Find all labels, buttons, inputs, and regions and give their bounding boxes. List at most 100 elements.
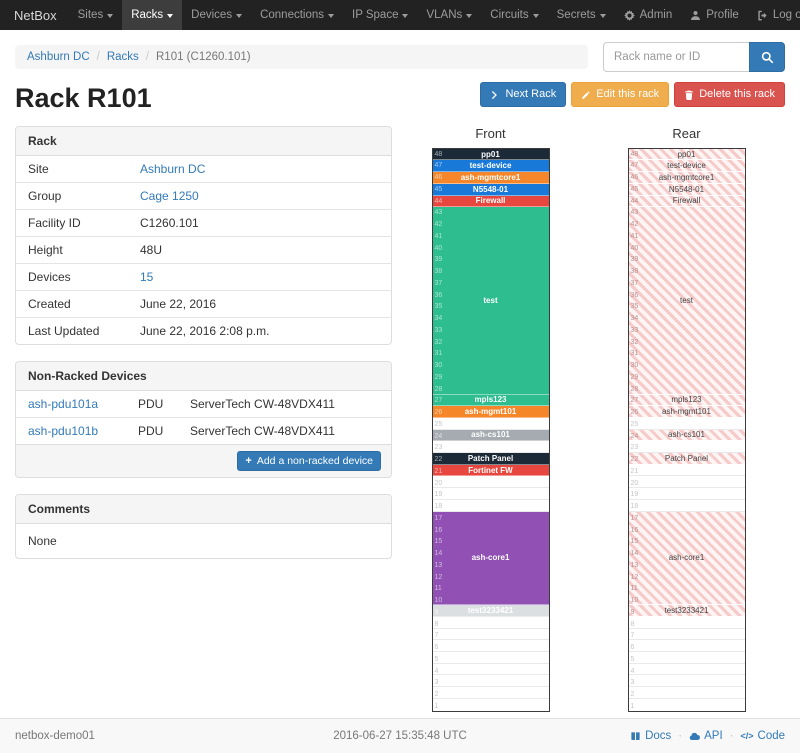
next-rack-button[interactable]: Next Rack bbox=[480, 82, 567, 108]
non-racked-device-row: ash-pdu101a PDU ServerTech CW-48VDX411 bbox=[16, 391, 391, 418]
field-value-link[interactable]: 15 bbox=[140, 269, 154, 284]
chevron-down-icon bbox=[236, 13, 243, 18]
rack-device-test[interactable]: test bbox=[432, 207, 549, 395]
nav-item-ip-space[interactable]: IP Space bbox=[343, 0, 417, 30]
rack-slot-empty-u19 bbox=[628, 488, 745, 500]
footer-link-api[interactable]: API bbox=[689, 730, 723, 742]
nav-item-secrets[interactable]: Secrets bbox=[548, 0, 615, 30]
field-value: Cage 1250 bbox=[128, 181, 391, 210]
rack-device-pp01[interactable]: pp01 bbox=[432, 148, 549, 161]
nav-item-connections[interactable]: Connections bbox=[251, 0, 343, 30]
comments-body: None bbox=[28, 534, 57, 549]
breadcrumb-link-ashburn-dc[interactable]: Ashburn DC bbox=[27, 51, 90, 63]
footer-link-docs[interactable]: Docs bbox=[630, 730, 671, 742]
footer-link-label: Docs bbox=[645, 730, 672, 742]
nav-item-label: Connections bbox=[260, 9, 325, 21]
breadcrumb-link-racks[interactable]: Racks bbox=[106, 51, 139, 63]
field-label: Created bbox=[16, 289, 128, 318]
delete-this-rack-button[interactable]: Delete this rack bbox=[674, 82, 785, 108]
footer-separator: · bbox=[729, 730, 734, 742]
rack-slot-empty-u5 bbox=[432, 652, 549, 664]
log-out-menu-item[interactable]: Log out bbox=[748, 0, 800, 30]
non-racked-devices-panel: Non-Racked Devices ash-pdu101a PDU ServerT… bbox=[15, 360, 392, 479]
rack-device-mpls123[interactable]: mpls123 bbox=[628, 394, 745, 407]
nav-item-devices[interactable]: Devices bbox=[182, 0, 251, 30]
magnifier-icon bbox=[761, 51, 774, 64]
rack-panel-title: Rack bbox=[16, 126, 391, 156]
rack-device-pp01[interactable]: pp01 bbox=[628, 148, 745, 161]
rack-info-row-devices: Devices 15 bbox=[16, 262, 391, 291]
rack-device-ash-cs101[interactable]: ash-cs101 bbox=[432, 429, 549, 442]
rack-device-test3233421[interactable]: test3233421 bbox=[628, 605, 745, 617]
rack-slot-empty-u3 bbox=[628, 675, 745, 688]
rack-device-ash-mgmtcore1[interactable]: ash-mgmtcore1 bbox=[432, 172, 549, 184]
search-button[interactable] bbox=[749, 42, 785, 72]
edit-this-rack-button[interactable]: Edit this rack bbox=[571, 82, 670, 108]
rack-slot-empty-u19 bbox=[432, 488, 549, 500]
rack-device-firewall[interactable]: Firewall bbox=[628, 195, 745, 208]
rack-units: pp01 test-device ash-mgmtcore1 N5548-01 Fire… bbox=[432, 148, 549, 711]
non-racked-panel-footer: + Add a non-racked device bbox=[16, 443, 391, 478]
nav-item-label: Log out bbox=[772, 9, 800, 21]
rack-slot-empty-u4 bbox=[628, 663, 745, 676]
rack-info-row-facility-id: Facility ID C1260.101 bbox=[16, 208, 391, 237]
device-type: ServerTech CW-48VDX411 bbox=[178, 416, 391, 444]
rack-device-firewall[interactable]: Firewall bbox=[432, 195, 549, 208]
field-value: C1260.101 bbox=[128, 208, 391, 237]
rack-device-n5548-01[interactable]: N5548-01 bbox=[432, 183, 549, 196]
device-link-ash-pdu101b[interactable]: ash-pdu101b bbox=[28, 423, 99, 438]
rack-device-n5548-01[interactable]: N5548-01 bbox=[628, 183, 745, 196]
rack-device-ash-mgmt101[interactable]: ash-mgmt101 bbox=[628, 406, 745, 418]
rack-search-input[interactable] bbox=[603, 42, 749, 72]
nav-item-vlans[interactable]: VLANs bbox=[417, 0, 481, 30]
rack-slot-empty-u6 bbox=[628, 640, 745, 653]
rack-device-fortinet-fw[interactable]: Fortinet FW bbox=[432, 464, 549, 477]
rack-device-test-device[interactable]: test-device bbox=[432, 160, 549, 173]
rack-slot-empty-u20 bbox=[432, 476, 549, 489]
gear-icon bbox=[623, 9, 635, 21]
chevron-down-icon bbox=[167, 13, 174, 18]
nav-item-circuits[interactable]: Circuits bbox=[481, 0, 547, 30]
footer-link-code[interactable]: </> Code bbox=[741, 730, 786, 742]
chevron-down-icon bbox=[107, 13, 114, 18]
field-value-link[interactable]: Cage 1250 bbox=[140, 188, 199, 203]
rack-device-ash-mgmtcore1[interactable]: ash-mgmtcore1 bbox=[628, 172, 745, 184]
rack-device-ash-cs101[interactable]: ash-cs101 bbox=[628, 429, 745, 442]
rack-device-test3233421[interactable]: test3233421 bbox=[432, 605, 549, 617]
breadcrumb-current: R101 (C1260.101) bbox=[156, 51, 251, 63]
field-value-link[interactable]: Ashburn DC bbox=[140, 161, 206, 176]
rack-device-test-device[interactable]: test-device bbox=[628, 160, 745, 173]
chevron-down-icon bbox=[532, 13, 539, 18]
rack-device-ash-mgmt101[interactable]: ash-mgmt101 bbox=[432, 406, 549, 418]
rack-slot-empty-u7 bbox=[628, 628, 745, 641]
code-icon: </> bbox=[740, 730, 754, 741]
rack-slot-empty-u25 bbox=[628, 417, 745, 430]
breadcrumb: Ashburn DC / Racks / R101 (C1260.101) bbox=[15, 45, 588, 69]
device-type: ServerTech CW-48VDX411 bbox=[190, 396, 335, 411]
rack-device-patch-panel[interactable]: Patch Panel bbox=[432, 453, 549, 465]
rack-info-row-height: Height 48U bbox=[16, 235, 391, 264]
admin-menu-item[interactable]: Admin bbox=[615, 0, 682, 30]
rack-info-row-last-updated: Last Updated June 22, 2016 2:08 p.m. bbox=[16, 316, 391, 344]
rack-device-mpls123[interactable]: mpls123 bbox=[432, 394, 549, 407]
chevron-down-icon bbox=[402, 13, 409, 18]
nav-item-racks[interactable]: Racks bbox=[122, 0, 183, 30]
device-link-ash-pdu101a[interactable]: ash-pdu101a bbox=[28, 396, 99, 411]
nav-right-menu: Admin Profile Log out bbox=[615, 0, 800, 30]
button-label: Next Rack bbox=[505, 88, 557, 100]
nav-item-sites[interactable]: Sites bbox=[69, 0, 123, 30]
add-non-racked-device-button[interactable]: + Add a non-racked device bbox=[237, 450, 381, 472]
nav-item-label: Admin bbox=[639, 9, 673, 21]
rack-device-ash-core1[interactable]: ash-core1 bbox=[628, 511, 745, 606]
footer-link-label: Code bbox=[757, 730, 786, 742]
rack-elevations: Front pp01 test-device ash-mgmtcore1 N5548-… bbox=[392, 126, 785, 712]
rear-elevation: Rear pp01 test-device ash-mgmtcore1 N5548-0… bbox=[627, 126, 746, 712]
profile-menu-item[interactable]: Profile bbox=[681, 0, 748, 30]
rack-device-test[interactable]: test bbox=[628, 207, 745, 395]
rack-device-ash-core1[interactable]: ash-core1 bbox=[432, 511, 549, 606]
rack-slot-empty-u18 bbox=[432, 499, 549, 512]
app-brand[interactable]: NetBox bbox=[14, 7, 57, 23]
rack-device-patch-panel[interactable]: Patch Panel bbox=[628, 453, 745, 465]
non-racked-device-row: ash-pdu101b PDU ServerTech CW-48VDX411 bbox=[16, 416, 391, 444]
plus-icon: + bbox=[245, 454, 252, 467]
